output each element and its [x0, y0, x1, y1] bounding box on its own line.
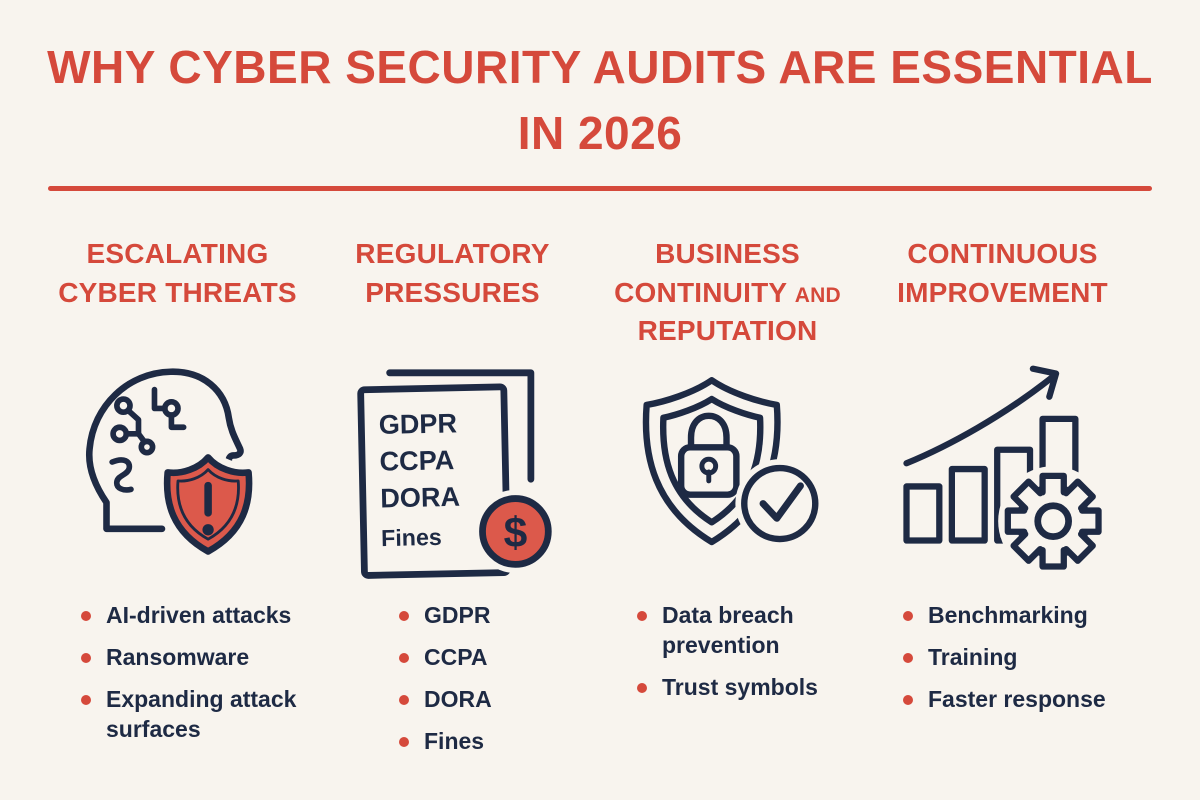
bullet-text: Faster response: [928, 686, 1106, 713]
column-business-continuity-reputation: BUSINESS CONTINUITY AND REPUTATION: [590, 235, 865, 769]
list-item: Trust symbols: [637, 673, 865, 703]
page-title: WHY CYBER SECURITY AUDITS ARE ESSENTIAL …: [0, 0, 1200, 166]
list-item: Benchmarking: [903, 601, 1140, 631]
heading-line: REGULATORY: [355, 238, 550, 270]
bullet-dot-icon: [399, 695, 409, 706]
bullet-dot-icon: [637, 683, 647, 694]
doc-text: CCPA: [379, 445, 454, 478]
heading-word-small: AND: [794, 283, 841, 307]
column-continuous-improvement: CONTINUOUS IMPROVEMENT: [865, 235, 1140, 769]
bullet-text: Ransomware: [106, 644, 250, 671]
dollar-badge: [478, 495, 552, 569]
bullet-dot-icon: [399, 737, 409, 748]
list-item: Fines: [399, 727, 590, 757]
bullet-text: GDPR: [424, 602, 491, 629]
bullet-list: AI-driven attacks Ransomware Expanding a…: [40, 601, 315, 745]
bullet-list: Benchmarking Training Faster response: [865, 601, 1140, 715]
shield-lock-check-icon: [590, 351, 865, 591]
page-title-line2: IN 2026: [517, 107, 683, 160]
bullet-dot-icon: [903, 653, 913, 664]
alert-shield-inner-line: [175, 468, 240, 542]
list-item: Data breach prevention: [637, 601, 865, 661]
bullet-text: Training: [928, 644, 1018, 671]
outer-shield-shape: [642, 377, 781, 546]
columns-row: ESCALATING CYBER THREATS: [0, 235, 1200, 769]
heading-line: PRESSURES: [365, 276, 540, 308]
list-item: GDPR: [399, 601, 590, 631]
bullet-text: Trust symbols: [662, 674, 818, 701]
bullet-dot-icon: [399, 653, 409, 664]
doc-text: DORA: [379, 481, 459, 514]
bullet-text: Fines: [424, 728, 485, 755]
column-heading: ESCALATING CYBER THREATS: [40, 235, 315, 351]
growth-chart-gear-icon: [865, 351, 1140, 591]
doc-text: Fines: [380, 524, 441, 551]
bullet-dot-icon: [637, 611, 647, 622]
bullet-dot-icon: [81, 653, 91, 664]
heading-line: CONTINUITY AND: [590, 274, 865, 312]
title-divider: [48, 186, 1152, 192]
bullet-text: DORA: [424, 686, 492, 713]
doc-text: GDPR: [378, 408, 457, 441]
back-document-shape: [385, 369, 534, 484]
bullet-text: Benchmarking: [928, 602, 1088, 629]
heading-line: CONTINUOUS: [907, 238, 1098, 270]
bullet-list: Data breach prevention Trust symbols: [590, 601, 865, 703]
regulation-documents-dollar-icon: GDPR CCPA DORA Fines $: [315, 351, 590, 591]
column-regulatory-pressures: REGULATORY PRESSURES GDPR CCPA DORA Fine…: [315, 235, 590, 769]
checkmark-icon: [759, 482, 804, 523]
list-item: CCPA: [399, 643, 590, 673]
padlock-shape: [677, 413, 740, 499]
bullet-dot-icon: [81, 695, 91, 706]
bullet-list: GDPR CCPA DORA Fines: [315, 601, 590, 757]
bullet-text: CCPA: [424, 644, 488, 671]
list-item: AI-driven attacks: [81, 601, 315, 631]
list-item: Expanding attack surfaces: [81, 685, 315, 745]
check-circle: [740, 465, 818, 543]
bullet-dot-icon: [903, 695, 913, 706]
column-escalating-cyber-threats: ESCALATING CYBER THREATS: [40, 235, 315, 769]
circuit-traces: [108, 387, 186, 494]
list-item: Training: [903, 643, 1140, 673]
bullet-dot-icon: [81, 611, 91, 622]
list-item: Faster response: [903, 685, 1140, 715]
bullet-text: Expanding attack surfaces: [106, 686, 297, 743]
growth-arrow-shape: [902, 366, 1059, 467]
heading-line: BUSINESS: [655, 238, 800, 270]
bullet-dot-icon: [903, 611, 913, 622]
front-document-shape: [356, 383, 511, 580]
list-item: Ransomware: [81, 643, 315, 673]
ai-head-shield-alert-icon: [40, 351, 315, 591]
dollar-sign: $: [503, 509, 527, 557]
bullet-text: Data breach prevention: [662, 602, 794, 659]
column-heading: BUSINESS CONTINUITY AND REPUTATION: [590, 235, 865, 351]
inner-shield-shape: [659, 396, 763, 526]
list-item: DORA: [399, 685, 590, 715]
column-heading: CONTINUOUS IMPROVEMENT: [865, 235, 1140, 351]
column-heading: REGULATORY PRESSURES: [315, 235, 590, 351]
page-title-line1: WHY CYBER SECURITY AUDITS ARE ESSENTIAL: [47, 41, 1153, 93]
bullet-text: AI-driven attacks: [106, 602, 292, 629]
heading-line: IMPROVEMENT: [897, 276, 1108, 308]
exclamation-icon: [201, 482, 214, 536]
bullet-dot-icon: [399, 611, 409, 622]
gear-shape: [1004, 473, 1102, 571]
heading-line: ESCALATING: [86, 238, 269, 270]
heading-line: REPUTATION: [637, 314, 818, 346]
heading-line: CYBER THREATS: [58, 276, 297, 308]
heading-word: CONTINUITY: [614, 276, 787, 308]
